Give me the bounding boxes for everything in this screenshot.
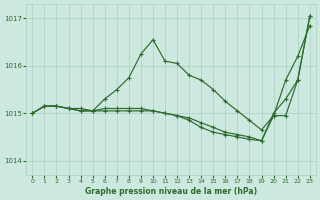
X-axis label: Graphe pression niveau de la mer (hPa): Graphe pression niveau de la mer (hPa) — [85, 187, 257, 196]
